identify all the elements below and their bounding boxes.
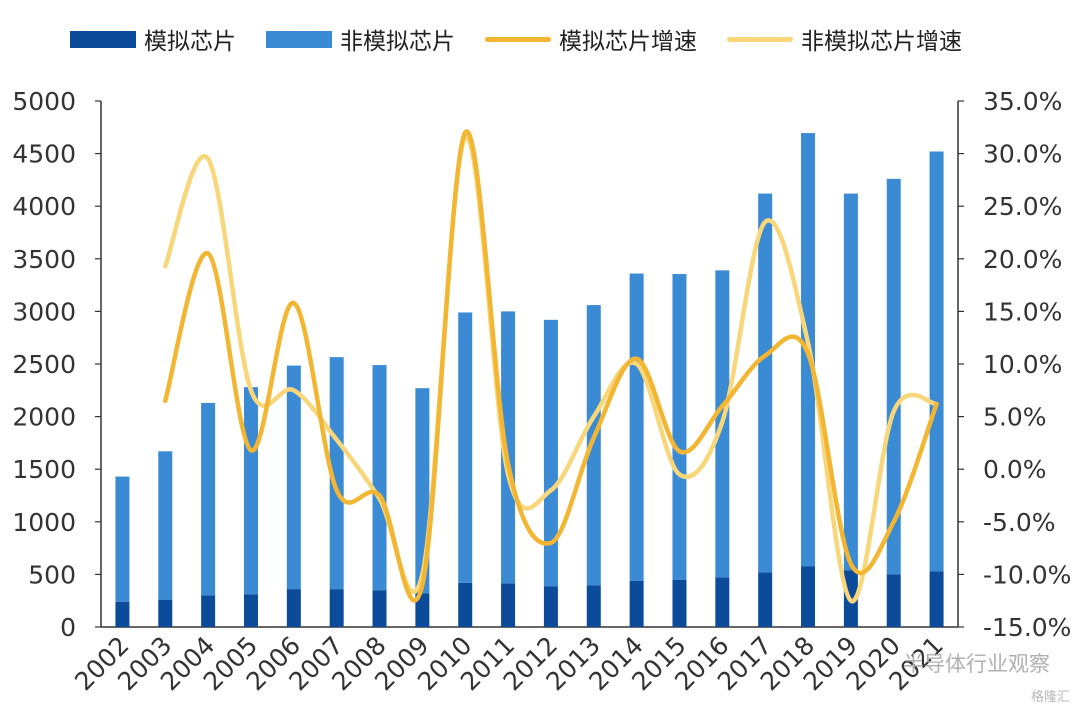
bar-analog <box>672 579 687 627</box>
y-left-tick-label: 4500 <box>12 140 76 169</box>
bar-nonanalog <box>672 274 687 580</box>
y-left-tick-label: 3000 <box>12 297 76 326</box>
legend-swatch-analog <box>70 30 136 48</box>
bar-analog <box>243 594 258 627</box>
bar-nonanalog <box>286 365 301 590</box>
y-right-tick-label: -10.0% <box>983 560 1071 589</box>
watermark-text: 半导体行业观察 <box>903 652 1050 676</box>
y-right-tick-label: -15.0% <box>983 613 1071 642</box>
chart-legend: 模拟芯片 非模拟芯片 模拟芯片增速 非模拟芯片增速 <box>70 22 992 56</box>
y-right-tick-label: 20.0% <box>983 245 1062 274</box>
legend-item-nonanalog-growth: 非模拟芯片增速 <box>727 22 962 56</box>
y-right-tick-label: 15.0% <box>983 297 1062 326</box>
y-left-tick-label: 5000 <box>12 87 76 116</box>
bar-nonanalog <box>501 311 516 584</box>
bar-nonanalog <box>758 193 773 573</box>
bar-analog <box>629 580 644 627</box>
y-left-tick-label: 500 <box>28 560 76 589</box>
bar-analog <box>329 589 344 627</box>
y-right-tick-label: 25.0% <box>983 192 1062 221</box>
y-right-tick-label: 10.0% <box>983 350 1062 379</box>
bar-analog <box>158 599 173 627</box>
legend-label-nonanalog: 非模拟芯片 <box>340 29 455 55</box>
legend-swatch-nonanalog-growth <box>727 36 793 42</box>
bar-analog <box>372 590 387 627</box>
bar-nonanalog <box>201 402 216 596</box>
bar-analog <box>758 572 773 627</box>
y-right-tick-label: 0.0% <box>983 455 1047 484</box>
line-nonanalog-growth <box>163 135 939 603</box>
legend-item-analog: 模拟芯片 <box>70 22 236 56</box>
bar-analog <box>201 595 216 627</box>
legend-label-analog-growth: 模拟芯片增速 <box>559 29 697 55</box>
bar-nonanalog <box>929 151 944 572</box>
bar-analog <box>929 571 944 627</box>
y-left-tick-label: 2500 <box>12 350 76 379</box>
bar-analog <box>715 577 730 627</box>
bar-nonanalog <box>243 387 258 595</box>
bar-nonanalog <box>115 476 130 602</box>
y-right-tick-label: 35.0% <box>983 87 1062 116</box>
bar-nonanalog <box>886 178 901 575</box>
bar-analog <box>286 589 301 627</box>
bar-nonanalog <box>458 312 473 583</box>
bar-analog <box>586 585 601 627</box>
y-left-tick-label: 3500 <box>12 245 76 274</box>
bar-analog <box>115 601 130 627</box>
bar-analog <box>415 593 430 627</box>
y-left-tick-label: 1000 <box>12 508 76 537</box>
bar-analog <box>501 583 516 627</box>
y-right-tick-label: 5.0% <box>983 403 1047 432</box>
bar-nonanalog <box>158 451 173 600</box>
legend-label-analog: 模拟芯片 <box>144 29 236 55</box>
bar-nonanalog <box>843 193 858 571</box>
bar-nonanalog <box>543 319 558 587</box>
y-right-tick-label: -5.0% <box>983 508 1056 537</box>
y-left-tick-label: 0 <box>60 613 76 642</box>
bar-nonanalog <box>372 365 387 591</box>
legend-swatch-analog-growth <box>485 36 551 42</box>
y-right-tick-label: 30.0% <box>983 140 1062 169</box>
legend-label-nonanalog-growth: 非模拟芯片增速 <box>801 29 962 55</box>
y-left-tick-label: 2000 <box>12 403 76 432</box>
y-left-tick-label: 1500 <box>12 455 76 484</box>
bar-analog <box>543 586 558 627</box>
bar-nonanalog <box>586 305 601 586</box>
watermark-logo-text: 格隆汇 <box>1030 690 1070 705</box>
bar-analog <box>801 566 816 627</box>
y-left-tick-label: 4000 <box>12 192 76 221</box>
bar-nonanalog <box>629 273 644 581</box>
bar-analog <box>886 574 901 627</box>
line-analog-growth <box>163 129 939 603</box>
legend-item-nonanalog: 非模拟芯片 <box>266 22 455 56</box>
legend-item-analog-growth: 模拟芯片增速 <box>485 22 697 56</box>
bar-nonanalog <box>329 357 344 590</box>
legend-swatch-nonanalog <box>266 30 332 48</box>
bar-analog <box>458 582 473 627</box>
